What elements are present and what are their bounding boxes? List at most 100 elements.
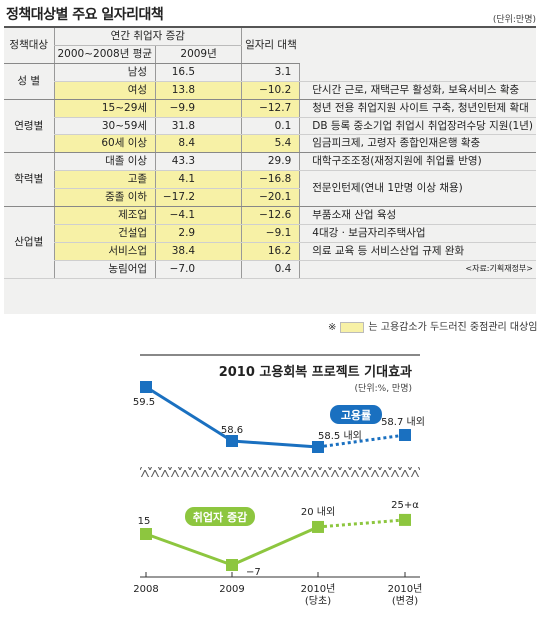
chart-svg: 2010 고용회복 프로젝트 기대효과 (단위:%, 만명) 59.5 58.6 5… bbox=[133, 354, 425, 607]
row-label: 60세 이상 bbox=[53, 134, 156, 154]
y2009-value: −12.7 bbox=[241, 99, 300, 118]
row-label: 중졸 이하 bbox=[53, 188, 156, 208]
group-label: 성 별 bbox=[4, 63, 54, 100]
data-label: 59.5 bbox=[133, 397, 155, 408]
x-tick-label: 2009 bbox=[219, 584, 244, 595]
table-row: 농림어업 −7.0 0.4 <자료:기획재정부> bbox=[4, 260, 536, 279]
x-tick-label: (변경) bbox=[392, 594, 418, 607]
axis-break bbox=[140, 467, 420, 477]
row-label: 남성 bbox=[53, 63, 156, 82]
series-line-segment bbox=[231, 525, 319, 567]
x-tick-label: (당초) bbox=[305, 595, 331, 607]
avg-value: 43.3 bbox=[155, 152, 242, 172]
policy-text: 전문인턴제(연내 1만명 이상 채용) bbox=[299, 170, 536, 208]
table-row: 성 별 남성 16.5 3.1 bbox=[4, 63, 536, 100]
group-label: 연령별 bbox=[4, 99, 54, 154]
table-row: 건설업 2.9 −9.1 4대강 · 보금자리주택사업 bbox=[4, 224, 536, 243]
header-annual-change: 연간 취업자 증감 bbox=[53, 27, 242, 46]
policy-text: 청년 전용 취업지원 사이트 구축, 청년인턴제 확대 bbox=[299, 99, 536, 118]
row-label: 제조업 bbox=[53, 206, 156, 225]
y2009-value: −9.1 bbox=[241, 224, 300, 243]
series-line-segment bbox=[231, 439, 319, 449]
avg-value: −4.1 bbox=[155, 206, 242, 225]
data-point bbox=[226, 559, 238, 571]
avg-value: 4.1 bbox=[155, 170, 242, 190]
table-row: 중졸 이하 −17.2 −20.1 bbox=[4, 188, 536, 208]
legend-prefix: ※ bbox=[328, 322, 337, 333]
policy-text: 4대강 · 보금자리주택사업 bbox=[299, 224, 536, 243]
series-line-segment bbox=[145, 532, 233, 567]
data-label: −7 bbox=[246, 567, 261, 578]
legend-text: 는 고용감소가 두드러진 중점관리 대상임 bbox=[368, 322, 538, 333]
row-label: 15~29세 bbox=[53, 99, 156, 118]
y2009-value: −20.1 bbox=[241, 188, 300, 208]
table-row: 학력별 대졸 이상 43.3 29.9 대학구조조정(재정지원에 취업률 반영) bbox=[4, 152, 536, 208]
avg-value: 16.5 bbox=[155, 63, 242, 82]
data-label: 15 bbox=[138, 516, 151, 527]
series-line-segment bbox=[317, 518, 406, 529]
avg-value: −9.9 bbox=[155, 99, 242, 118]
policy-text: 부품소재 산업 육성 bbox=[299, 206, 536, 225]
table-row: 60세 이상 8.4 5.4 임금피크제, 고령자 종합인재은행 확충 bbox=[4, 134, 536, 154]
group-label: 산업별 bbox=[4, 206, 54, 279]
chart-area: 2010 고용회복 프로젝트 기대효과 (단위:%, 만명) 59.5 58.6 5… bbox=[0, 350, 540, 619]
table-row: 연령별 15~29세 −9.9 −12.7 청년 전용 취업지원 사이트 구축,… bbox=[4, 99, 536, 154]
group-label: 학력별 bbox=[4, 152, 54, 208]
policy-text: 의료 교육 등 서비스산업 규제 완화 bbox=[299, 242, 536, 261]
y2009-value: −12.6 bbox=[241, 206, 300, 225]
data-label: 58.6 bbox=[221, 425, 243, 436]
avg-value: −17.2 bbox=[155, 188, 242, 208]
avg-value: 31.8 bbox=[155, 117, 242, 136]
unit-note: (단위:만명) bbox=[492, 15, 536, 25]
y2009-value: −10.2 bbox=[241, 81, 300, 100]
data-label: 25+α bbox=[391, 500, 419, 511]
avg-value: 38.4 bbox=[155, 242, 242, 261]
row-label: 농림어업 bbox=[53, 260, 156, 279]
x-tick-label: 2010년 bbox=[301, 583, 336, 595]
avg-value: 2.9 bbox=[155, 224, 242, 243]
data-label: 58.5 내외 bbox=[318, 430, 362, 442]
source-note: <자료:기획재정부> bbox=[299, 260, 536, 279]
series-tag bbox=[185, 507, 255, 526]
data-point bbox=[140, 381, 152, 393]
chart-unit: (단위:%, 만명) bbox=[355, 383, 412, 394]
table-row: 30~59세 31.8 0.1 DB 등록 중소기업 취업시 취업장려수당 지원… bbox=[4, 117, 536, 136]
table-row: 고졸 4.1 −16.8 전문인턴제(연내 1만명 이상 채용) bbox=[4, 170, 536, 208]
page-title: 정책대상별 주요 일자리대책 bbox=[6, 7, 164, 23]
avg-value: 8.4 bbox=[155, 134, 242, 154]
x-tick-label: 2008 bbox=[133, 584, 158, 595]
series-name: 고용률 bbox=[341, 409, 371, 422]
row-label: 대졸 이상 bbox=[53, 152, 156, 172]
policy-text: 단시간 근로, 재택근무 활성화, 보육서비스 확충 bbox=[299, 81, 536, 100]
data-point bbox=[226, 435, 238, 447]
policy-text: 대학구조조정(재정지원에 취업률 반영) bbox=[299, 152, 536, 172]
chart-title: 2010 고용회복 프로젝트 기대효과 bbox=[219, 364, 412, 380]
y2009-value: 5.4 bbox=[241, 134, 300, 154]
data-label: 58.7 내외 bbox=[381, 416, 425, 428]
y2009-value: 0.4 bbox=[241, 260, 300, 279]
y2009-value: 16.2 bbox=[241, 242, 300, 261]
row-label: 서비스업 bbox=[53, 242, 156, 261]
policy-table: 정책대상 연간 취업자 증감 일자리 대책 2000~2008년 평균 2009… bbox=[4, 26, 536, 279]
series-name: 취업자 증감 bbox=[193, 510, 247, 524]
header-policy-target: 정책대상 bbox=[4, 27, 54, 64]
data-point bbox=[312, 520, 324, 533]
row-label: 여성 bbox=[53, 81, 156, 100]
data-point bbox=[140, 528, 152, 540]
policy-text bbox=[299, 63, 536, 82]
header-2009: 2009년 bbox=[155, 45, 242, 64]
x-tick-label: 2010년 bbox=[388, 583, 423, 595]
data-point bbox=[399, 513, 411, 526]
avg-value: −7.0 bbox=[155, 260, 242, 279]
row-label: 건설업 bbox=[53, 224, 156, 243]
highlight-swatch bbox=[340, 321, 365, 333]
y2009-value: 29.9 bbox=[241, 152, 300, 172]
y2009-value: 3.1 bbox=[241, 63, 300, 82]
table-row: 여성 13.8 −10.2 단시간 근로, 재택근무 활성화, 보육서비스 확충 bbox=[4, 81, 536, 100]
legend-note: ※ 는 고용감소가 두드러진 중점관리 대상임 bbox=[328, 318, 538, 333]
series-line-segment bbox=[145, 385, 233, 443]
chart-marks: 59.5 58.6 58.5 내외 58.7 내외 고용률 15 −7 20 내외 25+α 취업… bbox=[133, 381, 425, 607]
chart-top-border bbox=[140, 354, 420, 356]
data-point bbox=[312, 441, 324, 453]
avg-value: 13.8 bbox=[155, 81, 242, 100]
